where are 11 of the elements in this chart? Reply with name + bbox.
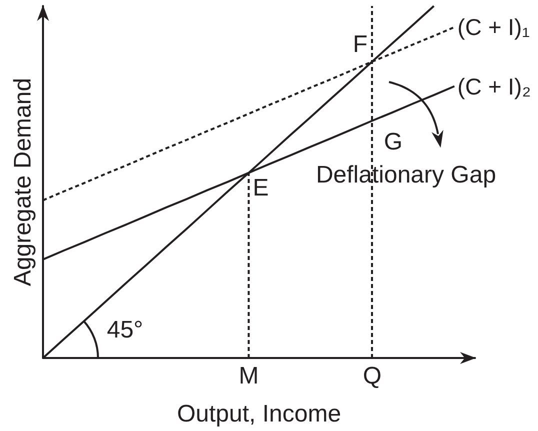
series-label: (C + I)₁ (457, 14, 530, 40)
annotation: 45° (106, 316, 144, 344)
annotation: Deflationary Gap (316, 162, 496, 188)
annotation: G (384, 128, 402, 156)
x-tick-label: Q (362, 362, 382, 390)
y-axis-title: Aggregate Demand (10, 78, 36, 286)
annotation: E (252, 174, 269, 202)
series-label: (C + I)₂ (457, 73, 531, 100)
x-axis-title: Output, Income (176, 400, 342, 428)
x-tick-label: M (238, 362, 259, 390)
annotation: F (352, 31, 368, 58)
